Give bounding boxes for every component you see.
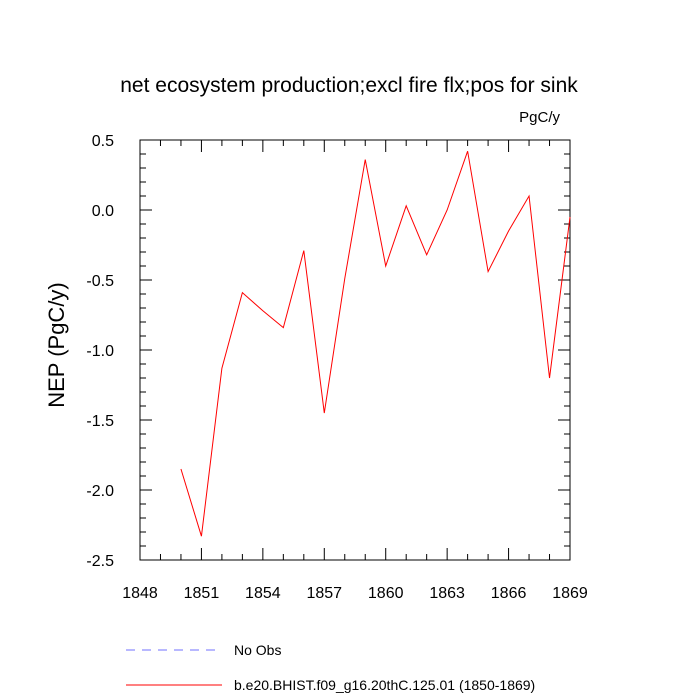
x-tick-label: 1854 — [245, 585, 281, 602]
y-tick-label: 0.0 — [92, 203, 114, 220]
series-line — [180, 151, 571, 537]
x-tick-label: 1863 — [429, 585, 465, 602]
axis-ticks — [139, 139, 571, 561]
plot-frame — [139, 139, 571, 561]
y-tick-label: -1.0 — [86, 343, 114, 360]
legend: No Obs b.e20.BHIST.f09_g16.20thC.125.01 (… — [126, 642, 535, 693]
units-label: PgC/y — [519, 109, 560, 126]
y-tick-label: -2.0 — [86, 483, 114, 500]
x-tick-label: 1857 — [306, 585, 342, 602]
x-tick-label: 1851 — [184, 585, 220, 602]
x-tick-label: 1869 — [552, 585, 588, 602]
chart-title: net ecosystem production;excl fire flx;p… — [120, 74, 578, 97]
axis-tick-labels: 1848 1851 1854 1857 1860 1863 1866 1869 0.5 0.0 -0… — [86, 133, 587, 602]
x-tick-label: 1848 — [122, 585, 158, 602]
y-tick-label: 0.5 — [92, 133, 114, 150]
x-tick-label: 1866 — [491, 585, 527, 602]
legend-label: No Obs — [234, 642, 281, 658]
series-layer — [180, 151, 571, 537]
y-axis-label: NEP (PgC/y) — [44, 282, 69, 408]
legend-label: b.e20.BHIST.f09_g16.20thC.125.01 (1850-1… — [234, 677, 535, 693]
y-tick-label: -2.5 — [86, 553, 114, 570]
y-tick-label: -0.5 — [86, 273, 114, 290]
x-tick-label: 1860 — [368, 585, 404, 602]
y-tick-label: -1.5 — [86, 413, 114, 430]
